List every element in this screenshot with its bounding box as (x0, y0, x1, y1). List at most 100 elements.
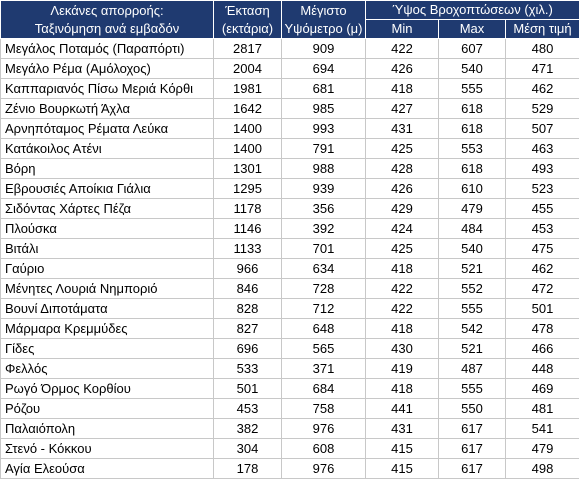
value-cell: 415 (365, 438, 439, 459)
value-cell: 455 (504, 198, 579, 219)
value-cell: 553 (438, 138, 506, 159)
table-row: Καππαριανός Πίσω Μεριά Κόρθι 1981 681 418 55… (0, 78, 579, 99)
value-cell: 487 (438, 358, 506, 379)
header-text: Έκταση (225, 2, 270, 18)
value-cell: 415 (365, 458, 439, 479)
value-cell: 758 (281, 398, 366, 419)
header-text: Υψόμετρο (μ) (284, 20, 363, 36)
basin-name: Μένητες Λουριά Νημποριό (0, 278, 214, 299)
value-cell: 1295 (213, 178, 282, 199)
header-cell: Min (365, 19, 439, 39)
value-cell: 418 (365, 318, 439, 339)
table-row: Πλούσκα 1146 392 424 484 453 (0, 218, 579, 239)
basin-name: Σιδόντας Χάρτες Πέζα (0, 198, 214, 219)
table-row: Αρνηπόταμος Ρέματα Λεύκα 1400 993 431 618 507 (0, 118, 579, 139)
table-row: Μεγάλο Ρέμα (Αμόλοχος) 2004 694 426 540 471 (0, 58, 579, 79)
basin-name: Ρωγό Όρμος Κορθίου (0, 378, 214, 399)
value-cell: 607 (438, 38, 506, 59)
value-cell: 479 (438, 198, 506, 219)
table-body: Μεγάλος Ποταμός (Παραπόρτι) 2817 909 422 607… (0, 38, 579, 479)
value-cell: 178 (213, 458, 282, 479)
value-cell: 533 (213, 358, 282, 379)
value-cell: 422 (365, 38, 439, 59)
value-cell: 2817 (213, 38, 282, 59)
table-row: Ζένιο Βουρκωτή Άχλα 1642 985 427 618 529 (0, 98, 579, 119)
value-cell: 985 (281, 98, 366, 119)
value-cell: 356 (281, 198, 366, 219)
value-cell: 966 (213, 258, 282, 279)
value-cell: 1400 (213, 118, 282, 139)
value-cell: 1146 (213, 218, 282, 239)
value-cell: 493 (504, 158, 579, 179)
basin-name: Μεγάλο Ρέμα (Αμόλοχος) (0, 58, 214, 79)
value-cell: 501 (504, 298, 579, 319)
value-cell: 426 (365, 178, 439, 199)
value-cell: 617 (438, 418, 506, 439)
value-cell: 431 (365, 118, 439, 139)
basin-name: Αρνηπόταμος Ρέματα Λεύκα (0, 118, 214, 139)
value-cell: 976 (281, 418, 366, 439)
table-row: Παλαιόπολη 382 976 431 617 541 (0, 418, 579, 439)
value-cell: 427 (365, 98, 439, 119)
value-cell: 909 (281, 38, 366, 59)
value-cell: 475 (504, 238, 579, 259)
header-text: Μέγιστο (300, 2, 347, 18)
header-cell: Λεκάνες απορροής: Ταξινόμηση ανά εμβαδόν (0, 0, 214, 39)
basin-name: Φελλός (0, 358, 214, 379)
value-cell: 521 (438, 338, 506, 359)
value-cell: 552 (438, 278, 506, 299)
header-cell: Max (438, 19, 506, 39)
value-cell: 441 (365, 398, 439, 419)
value-cell: 426 (365, 58, 439, 79)
table-row: Βουνί Διποτάματα 828 712 422 555 501 (0, 298, 579, 319)
table-row: Στενό - Κόκκου 304 608 415 617 479 (0, 438, 579, 459)
table-row: Ρωγό Όρμος Κορθίου 501 684 418 555 469 (0, 378, 579, 399)
table-row: Γίδες 696 565 430 521 466 (0, 338, 579, 359)
value-cell: 469 (504, 378, 579, 399)
value-cell: 480 (504, 38, 579, 59)
value-cell: 634 (281, 258, 366, 279)
value-cell: 791 (281, 138, 366, 159)
basin-name: Μάρμαρα Κρεμμύδες (0, 318, 214, 339)
value-cell: 462 (504, 78, 579, 99)
value-cell: 484 (438, 218, 506, 239)
value-cell: 618 (438, 98, 506, 119)
value-cell: 419 (365, 358, 439, 379)
value-cell: 542 (438, 318, 506, 339)
basin-name: Εβρουσιές Αποίκια Γιάλια (0, 178, 214, 199)
basin-name: Μεγάλος Ποταμός (Παραπόρτι) (0, 38, 214, 59)
value-cell: 479 (504, 438, 579, 459)
value-cell: 608 (281, 438, 366, 459)
value-cell: 618 (438, 118, 506, 139)
value-cell: 555 (438, 78, 506, 99)
value-cell: 431 (365, 418, 439, 439)
value-cell: 617 (438, 458, 506, 479)
basin-name: Πλούσκα (0, 218, 214, 239)
header-text: Ταξινόμηση ανά εμβαδόν (34, 20, 180, 36)
value-cell: 462 (504, 258, 579, 279)
table-row: Μάρμαρα Κρεμμύδες 827 648 418 542 478 (0, 318, 579, 339)
value-cell: 521 (438, 258, 506, 279)
value-cell: 418 (365, 258, 439, 279)
value-cell: 541 (504, 418, 579, 439)
basin-name: Γίδες (0, 338, 214, 359)
value-cell: 529 (504, 98, 579, 119)
value-cell: 481 (504, 398, 579, 419)
basin-name: Βιτάλι (0, 238, 214, 259)
value-cell: 550 (438, 398, 506, 419)
basin-name: Στενό - Κόκκου (0, 438, 214, 459)
value-cell: 392 (281, 218, 366, 239)
value-cell: 1400 (213, 138, 282, 159)
value-cell: 540 (438, 238, 506, 259)
value-cell: 694 (281, 58, 366, 79)
value-cell: 1301 (213, 158, 282, 179)
value-cell: 422 (365, 278, 439, 299)
header-cell: Μέγιστο Υψόμετρο (μ) (281, 0, 366, 39)
table-header: Λεκάνες απορροής: Ταξινόμηση ανά εμβαδόν … (0, 0, 579, 39)
value-cell: 425 (365, 138, 439, 159)
value-cell: 2004 (213, 58, 282, 79)
value-cell: 424 (365, 218, 439, 239)
header-text: Λεκάνες απορροής: (50, 2, 164, 18)
header-cell: Μέση τιμή (504, 19, 579, 39)
